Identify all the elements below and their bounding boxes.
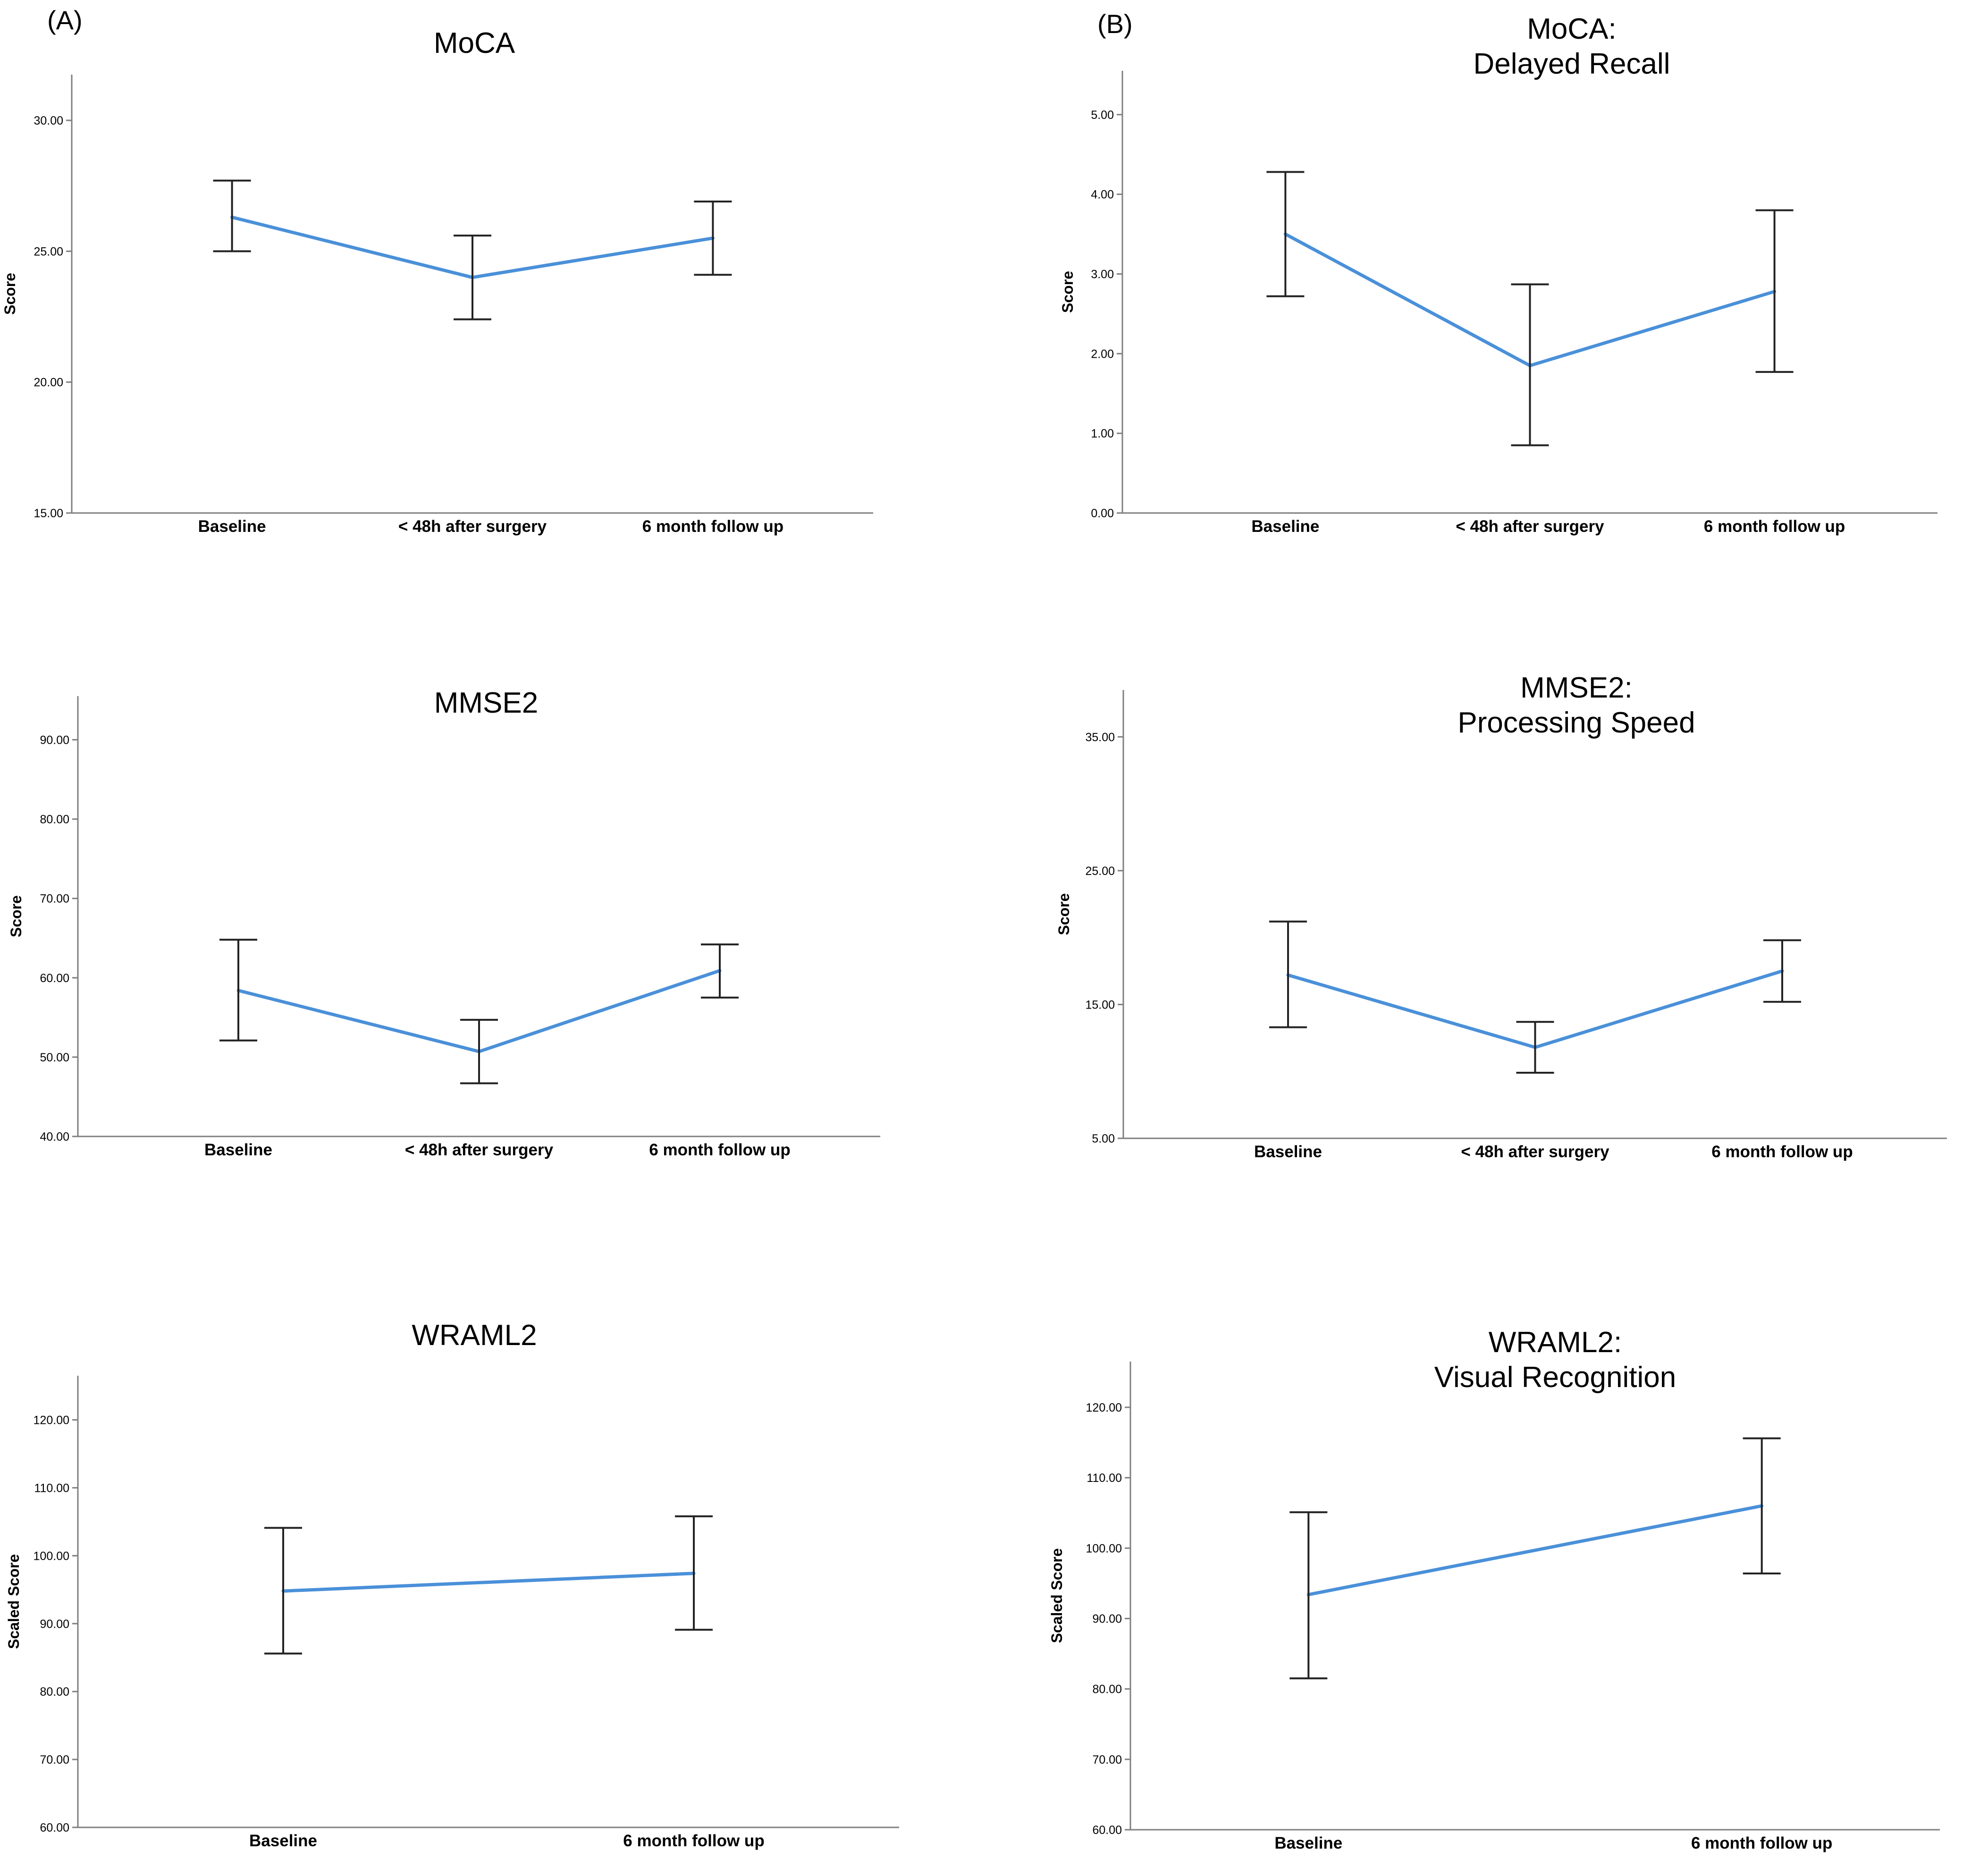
chart-title: WRAML2: Visual Recognition <box>1434 1326 1676 1394</box>
x-category-label: Baseline <box>1274 1834 1342 1852</box>
y-tick-label: 25.00 <box>34 245 63 258</box>
panel-label-b: (B) <box>1097 9 1133 39</box>
x-category-label: < 48h after surgery <box>1461 1143 1609 1161</box>
chart-3: MMSE2 40.00 50.00 60.00 70.00 80.00 90.00 Score… <box>8 687 880 1159</box>
chart-title-line: Delayed Recall <box>1474 48 1670 80</box>
y-tick-label: 60.00 <box>40 1821 69 1834</box>
chart-title: MoCA: Delayed Recall <box>1474 13 1670 80</box>
x-category-label: Baseline <box>198 517 266 536</box>
chart-title: WRAML2 <box>412 1319 537 1352</box>
y-tick-label: 15.00 <box>34 507 63 520</box>
y-tick-label: 90.00 <box>1092 1612 1122 1625</box>
x-category-label: 6 month follow up <box>649 1141 790 1159</box>
y-tick-label: 50.00 <box>40 1051 69 1064</box>
mean-line <box>281 1572 696 1593</box>
chart-title: MoCA <box>434 27 515 59</box>
y-tick-label: 15.00 <box>1085 998 1115 1011</box>
chart-title-line: Processing Speed <box>1457 707 1695 739</box>
y-tick-label: 60.00 <box>1092 1824 1122 1837</box>
x-category-label: 6 month follow up <box>1704 517 1845 536</box>
x-category-label: 6 month follow up <box>623 1832 764 1850</box>
y-axis-label: Scaled Score <box>5 1554 22 1649</box>
y-tick-label: 0.00 <box>1091 507 1114 520</box>
chart-title-line: MMSE2 <box>434 687 538 719</box>
y-tick-label: 3.00 <box>1091 268 1114 281</box>
y-tick-label: 1.00 <box>1091 427 1114 440</box>
x-category-label: 6 month follow up <box>1711 1143 1853 1161</box>
y-tick-label: 120.00 <box>1086 1401 1122 1414</box>
y-axis-label: Scaled Score <box>1048 1548 1065 1643</box>
x-category-label: 6 month follow up <box>642 517 783 536</box>
y-tick-label: 90.00 <box>40 733 69 747</box>
x-category-label: 6 month follow up <box>1691 1834 1832 1852</box>
y-tick-label: 5.00 <box>1092 1132 1115 1145</box>
y-tick-label: 35.00 <box>1085 731 1115 744</box>
charts-container: MoCA 15.00 20.00 25.00 30.00 Score Baseline < 4… <box>1 13 1947 1852</box>
chart-title: MMSE2 <box>434 687 538 719</box>
y-tick-label: 2.00 <box>1091 347 1114 361</box>
y-axis-label: Score <box>1055 893 1072 935</box>
y-tick-label: 80.00 <box>1092 1683 1122 1696</box>
y-tick-label: 110.00 <box>34 1481 69 1495</box>
y-axis-label: Score <box>8 895 25 937</box>
y-tick-label: 80.00 <box>40 1685 69 1699</box>
chart-1: MoCA 15.00 20.00 25.00 30.00 Score Baseline < 4… <box>1 27 873 536</box>
panel-label-a: (A) <box>47 5 83 35</box>
chart-title-line: Visual Recognition <box>1434 1361 1676 1394</box>
y-tick-label: 70.00 <box>40 892 69 906</box>
x-category-label: Baseline <box>204 1141 272 1159</box>
y-tick-label: 100.00 <box>34 1549 69 1563</box>
y-tick-label: 90.00 <box>40 1617 69 1631</box>
y-axis-label: Score <box>1 273 18 315</box>
x-category-label: Baseline <box>1251 517 1319 536</box>
x-category-label: < 48h after surgery <box>398 517 547 536</box>
y-tick-label: 30.00 <box>34 114 63 127</box>
y-tick-label: 60.00 <box>40 972 69 985</box>
y-axis-label: Score <box>1059 271 1076 313</box>
y-tick-label: 4.00 <box>1091 188 1114 202</box>
y-tick-label: 120.00 <box>34 1414 69 1427</box>
chart-title-line: MMSE2: <box>1520 672 1633 704</box>
x-category-label: < 48h after surgery <box>1456 517 1604 536</box>
chart-4: MMSE2: Processing Speed 5.00 15.00 25.00 35.0… <box>1055 672 1947 1161</box>
y-tick-label: 20.00 <box>34 376 63 389</box>
x-category-label: < 48h after surgery <box>405 1141 554 1159</box>
y-tick-label: 80.00 <box>40 813 69 826</box>
x-category-label: Baseline <box>249 1832 317 1850</box>
chart-6: WRAML2: Visual Recognition 60.00 70.00 80.00… <box>1048 1326 1940 1852</box>
chart-title-line: MoCA <box>434 27 515 59</box>
y-tick-label: 110.00 <box>1087 1472 1122 1485</box>
y-tick-label: 70.00 <box>1092 1753 1122 1766</box>
chart-title-line: WRAML2 <box>412 1319 537 1352</box>
chart-title-line: WRAML2: <box>1489 1326 1622 1359</box>
chart-5: WRAML2 60.00 70.00 80.00 90.00 100.00 110.00 12… <box>5 1319 899 1850</box>
x-category-label: Baseline <box>1254 1143 1322 1161</box>
y-tick-label: 25.00 <box>1085 865 1115 878</box>
chart-title: MMSE2: Processing Speed <box>1457 672 1695 739</box>
chart-2: MoCA: Delayed Recall 0.00 1.00 2.00 3.00 4.00 5… <box>1059 13 1937 536</box>
y-tick-label: 70.00 <box>40 1753 69 1766</box>
y-tick-label: 40.00 <box>40 1130 69 1144</box>
chart-title-line: MoCA: <box>1527 13 1616 45</box>
y-tick-label: 5.00 <box>1091 109 1114 122</box>
y-tick-label: 100.00 <box>1086 1542 1122 1555</box>
mean-line <box>1306 1504 1764 1597</box>
